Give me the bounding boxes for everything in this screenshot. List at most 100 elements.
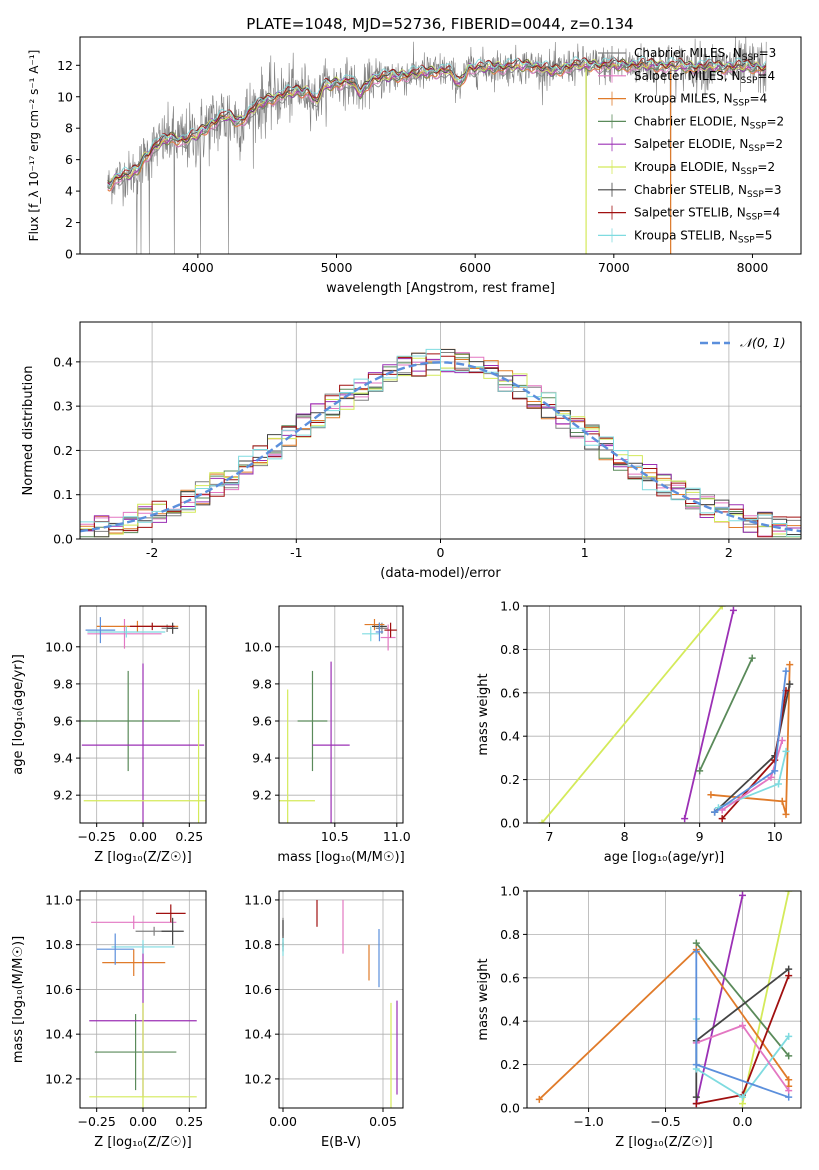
y-tick-label: 0.8 xyxy=(500,642,520,657)
y-tick-label: 8 xyxy=(65,121,73,136)
y-tick-label: 0.8 xyxy=(500,927,520,942)
legend-subscript: SSP xyxy=(741,76,758,86)
series-line xyxy=(698,657,754,772)
series-marker xyxy=(718,606,726,610)
series-marker xyxy=(748,654,756,662)
errorbar-point xyxy=(384,622,397,638)
errorbar-point xyxy=(85,617,116,644)
y-tick-label: 11.0 xyxy=(45,892,73,907)
series-marker xyxy=(692,1061,700,1069)
series-marker xyxy=(785,1087,793,1095)
y-tick-label: 0.2 xyxy=(500,1057,520,1072)
series-marker xyxy=(729,606,737,614)
plot-area xyxy=(279,606,403,823)
series-marker xyxy=(785,1032,793,1040)
histogram-kroupa-elodie xyxy=(80,354,801,538)
series-marker xyxy=(692,939,700,947)
panels: 4000 5000 6000 7000 8000024681012wavelength … xyxy=(11,36,802,1150)
axes-border xyxy=(526,890,802,1109)
errorbar-point xyxy=(279,689,315,823)
legend-subscript: SSP xyxy=(738,235,755,245)
legend-value: =2 xyxy=(766,114,784,128)
x-tick-label: 2 xyxy=(725,545,733,560)
plot-content xyxy=(80,617,206,823)
errorbar-point xyxy=(89,1002,197,1108)
x-tick-label: 0.25 xyxy=(175,829,203,844)
series-marker xyxy=(681,815,689,823)
y-tick-label: 4 xyxy=(65,184,73,199)
panel-weight_vs_age: 7 8 9 10 0.0 0.2 0.4 0.6 0.8 1.0 age [log₁₀(age/yr… xyxy=(476,599,802,865)
y-tick-label: 9.8 xyxy=(53,676,73,691)
series-line xyxy=(695,942,790,1057)
series-marker xyxy=(785,891,793,895)
y-tick-label: 9.4 xyxy=(252,751,272,766)
x-tick-label: -2 xyxy=(146,545,158,560)
series-marker xyxy=(538,819,546,823)
series-line xyxy=(710,664,791,815)
errorbar-point xyxy=(96,933,134,965)
x-tick-label: 7000 xyxy=(598,260,630,275)
y-tick-label: 9.4 xyxy=(53,751,73,766)
y-tick-label: 0.3 xyxy=(53,399,73,414)
legend-subscript: SSP xyxy=(748,144,765,154)
errorbar-point xyxy=(91,915,177,930)
x-tick-label: 10 xyxy=(767,829,783,844)
errorbar-point xyxy=(94,1014,177,1091)
y-tick-label: 1.0 xyxy=(500,884,520,899)
x-tick-label: 0.25 xyxy=(175,1114,203,1129)
x-axis-label: age [log₁₀(age/yr)] xyxy=(604,850,725,865)
plot-content xyxy=(282,899,398,1108)
errorbar-point xyxy=(380,624,396,651)
y-axis-label: mass weight xyxy=(476,673,491,755)
y-tick-label: 0.6 xyxy=(500,970,520,985)
legend-label: Salpeter MILES, NSSP=4 xyxy=(634,69,775,86)
y-tick-label: 6 xyxy=(65,152,73,167)
axes-frame: 7 8 9 10 0.0 0.2 0.4 0.6 0.8 1.0 age [log₁₀(age/yr… xyxy=(476,599,802,865)
panel-age_vs_Z: −0.25 0.00 0.25 9.2 9.4 9.6 9.8 10.0 Z [log₁₀(Z/… xyxy=(11,605,207,865)
errorbar-point xyxy=(80,670,181,772)
legend-label: Salpeter STELIB, NSSP=4 xyxy=(634,206,780,223)
x-tick-label: 0.00 xyxy=(129,1114,157,1129)
axes-frame: 10.5 11.0 9.2 9.4 9.6 9.8 10.0 mass [log₁₀(M/M☉… xyxy=(244,605,411,865)
series-marker xyxy=(785,1093,793,1101)
plot-content xyxy=(538,606,794,823)
series-line xyxy=(541,606,723,823)
x-axis-label: mass [log₁₀(M/M☉)] xyxy=(277,850,404,865)
y-tick-label: 10 xyxy=(57,89,73,104)
x-tick-label: 8000 xyxy=(737,260,769,275)
axes-frame: -2 -1 0 1 2 0.0 0.1 0.2 0.3 0.4 (data-model)/error… xyxy=(21,321,802,581)
axes-border xyxy=(526,605,802,824)
x-tick-label: −1.0 xyxy=(573,1114,603,1129)
errorbar-point xyxy=(81,663,205,823)
gaussian-curve xyxy=(80,361,801,533)
axes-frame: 0.00 0.05 10.2 10.4 10.6 10.8 11.0 E(B-V) xyxy=(244,890,404,1150)
legend-value: =2 xyxy=(757,160,775,174)
y-tick-label: 11.0 xyxy=(244,892,272,907)
x-axis-label: wavelength [Angstrom, rest frame] xyxy=(326,281,555,296)
errorbar-point xyxy=(87,618,162,649)
series-marker xyxy=(785,1052,793,1060)
y-tick-label: 10.0 xyxy=(244,639,272,654)
x-tick-label: −0.25 xyxy=(78,829,116,844)
x-tick-label: 5000 xyxy=(321,260,353,275)
series-marker xyxy=(692,948,700,956)
y-tick-label: 9.2 xyxy=(252,788,272,803)
axes-frame: 4000 5000 6000 7000 8000 0 2 4 6 8 10 12 wavelength … xyxy=(27,36,802,296)
x-tick-label: 10.5 xyxy=(321,829,349,844)
errorbar-point xyxy=(362,626,380,642)
series-line xyxy=(741,891,790,1104)
axes-frame: −0.25 0.00 0.25 10.2 10.4 10.6 10.8 11.0 Z [log₁… xyxy=(11,890,207,1150)
y-axis-label: Flux [f_λ 10⁻¹⁷ erg cm⁻² s⁻¹ A⁻¹] xyxy=(27,50,41,242)
axes-frame: −1.0 −0.5 0.0 0.0 0.2 0.4 0.6 0.8 1.0 Z [log₁₀(Z/… xyxy=(476,884,802,1150)
legend-subscript: SSP xyxy=(746,213,763,223)
legend-value: =5 xyxy=(755,228,773,242)
y-tick-label: 0.1 xyxy=(53,487,73,502)
x-tick-label: 6000 xyxy=(459,260,491,275)
series-line-salpeter-stelib xyxy=(107,57,767,186)
legend: 𝒩(0, 1) xyxy=(700,335,786,350)
x-tick-label: −0.25 xyxy=(78,1114,116,1129)
y-tick-label: 9.6 xyxy=(252,713,272,728)
x-axis-label: Z [log₁₀(Z/Z☉)] xyxy=(615,1135,712,1150)
legend-label: Salpeter ELODIE, NSSP=2 xyxy=(634,137,783,154)
x-tick-label: 11.0 xyxy=(383,829,411,844)
